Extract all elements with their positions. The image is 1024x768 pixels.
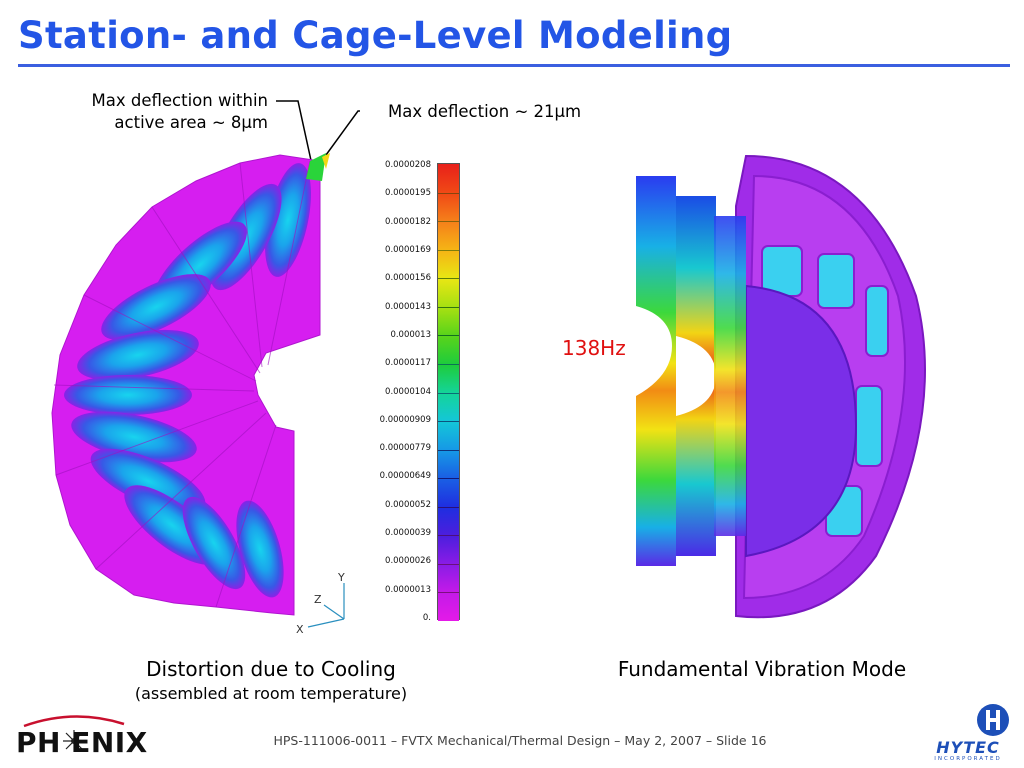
- annotation-right: Max deflection ~ 21μm: [388, 102, 582, 121]
- color-scale-segment: [438, 421, 459, 450]
- color-scale-segment: [438, 392, 459, 422]
- hot-spot: [322, 153, 330, 169]
- color-scale-segment: [438, 449, 459, 479]
- color-scale-segment: [438, 535, 459, 564]
- hytec-emblem: [977, 704, 1009, 736]
- cooling-distortion-figure: [51, 100, 360, 628]
- color-scale-tick-label: 0.0000052: [385, 499, 431, 510]
- color-scale-tick-label: 0.00000649: [379, 471, 431, 482]
- plate-middle: [676, 196, 716, 556]
- color-scale-tick-label: 0.0000026: [385, 556, 431, 567]
- annotation-left-line1: Max deflection within: [91, 91, 269, 110]
- phenix-wordmark: PH ENIX: [16, 726, 148, 759]
- hytec-subtitle: INCORPORATED: [934, 756, 1002, 762]
- color-scale-segment: [438, 278, 459, 307]
- max-deflection-tip: [306, 153, 326, 181]
- color-scale-tick-label: 0.0000208: [385, 160, 431, 170]
- color-scale-tick-label: 0.0000182: [385, 216, 431, 227]
- color-scale-bar: [437, 163, 460, 621]
- axis-x-label: X: [296, 623, 304, 636]
- plate-front: [636, 176, 676, 566]
- coordinate-triad: [307, 583, 345, 628]
- color-scale-tick-label: 0.: [422, 613, 431, 623]
- color-scale-tick-label: 0.0000039: [385, 528, 431, 539]
- axis-z-label: Z: [314, 593, 322, 606]
- color-scale-segment: [438, 363, 459, 393]
- color-scale-segment: [438, 335, 459, 364]
- color-scale-segment: [438, 192, 459, 222]
- footer-text: HPS-111006-0011 – FVTX Mechanical/Therma…: [273, 733, 767, 748]
- caption-cooling-sub: (assembled at room temperature): [134, 684, 408, 703]
- color-scale-segment: [438, 506, 459, 536]
- annotation-left-line2: active area ~ 8μm: [114, 113, 268, 132]
- color-scale-segment: [438, 592, 459, 621]
- plate-back: [714, 216, 746, 536]
- leader-line-right: [325, 110, 360, 156]
- title-divider: [18, 64, 1010, 67]
- hytec-wordmark: HYTEC: [936, 738, 1000, 757]
- color-scale-tick-label: 0.0000143: [385, 301, 431, 312]
- color-scale-tick-label: 0.0000104: [385, 386, 431, 397]
- leader-line-left: [276, 100, 313, 166]
- color-scale-tick-label: 0.0000156: [385, 273, 431, 284]
- color-scale-tick-label: 0.00000909: [379, 414, 431, 425]
- color-scale-segment: [438, 221, 459, 250]
- axis-y-label: Y: [338, 571, 345, 584]
- frequency-label: 138Hz: [562, 336, 626, 360]
- phenix-swoosh: [23, 715, 125, 752]
- slide-title: Station- and Cage-Level Modeling: [18, 14, 733, 57]
- cooling-cells: [64, 163, 311, 598]
- annotation-left: Max deflection within active area ~ 8μm: [40, 90, 269, 134]
- color-scale-tick-label: 0.0000195: [385, 188, 431, 199]
- color-scale-segment: [438, 164, 459, 193]
- color-scale-tick-label: 0.0000169: [385, 244, 431, 255]
- color-scale-segment: [438, 249, 459, 279]
- station-disk: [745, 284, 858, 558]
- hytec-logo: HYTEC INCORPORATED: [922, 702, 1014, 764]
- color-scale-segment: [438, 306, 459, 336]
- color-scale-tick-label: 0.00000779: [379, 443, 431, 454]
- caption-vibration: Fundamental Vibration Mode: [617, 657, 907, 681]
- color-scale-tick-label: 0.0000013: [385, 584, 431, 595]
- color-scale-tick-label: 0.000013: [390, 329, 431, 340]
- caption-cooling: Distortion due to Cooling: [146, 657, 396, 681]
- segment-lines: [53, 160, 311, 608]
- vibration-mode-figure: [636, 154, 926, 619]
- color-scale-segment: [438, 563, 459, 593]
- phenix-logo: PH ENIX: [14, 708, 164, 760]
- color-scale-tick-label: 0.0000117: [385, 358, 431, 369]
- color-scale-segment: [438, 478, 459, 507]
